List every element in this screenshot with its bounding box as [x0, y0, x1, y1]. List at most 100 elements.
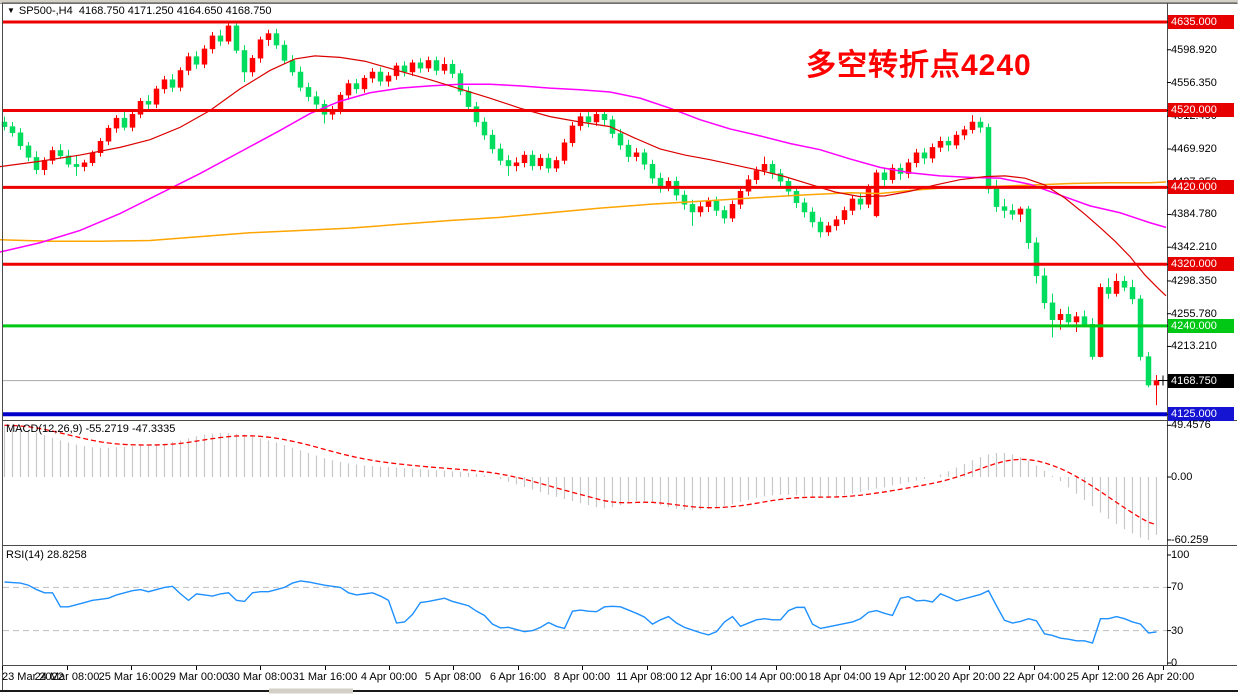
rsi-tick-label: 30	[1171, 624, 1184, 637]
bear-candle	[457, 73, 464, 92]
level-price-badge: 4240.000	[1168, 318, 1234, 333]
chevron-down-icon[interactable]: ▼	[7, 6, 15, 15]
bull-candle	[849, 198, 856, 211]
mid-ma	[0, 83, 1167, 253]
bull-candle	[1073, 316, 1080, 323]
slow-ma	[0, 181, 1167, 242]
bull-candle	[889, 167, 896, 180]
bull-candle	[561, 142, 568, 161]
bear-candle	[57, 150, 64, 157]
price-tick-label: 4556.350	[1171, 76, 1217, 89]
bear-candle	[1129, 287, 1136, 300]
bull-candle	[369, 71, 376, 79]
price-tick-label: 4469.920	[1171, 142, 1217, 155]
bull-candle	[105, 127, 112, 142]
bull-candle	[153, 88, 160, 105]
level-price-badge: 4420.000	[1168, 180, 1234, 195]
time-tick-label: 6 Apr 16:00	[489, 671, 547, 683]
macd-signal-line	[4, 424, 1157, 526]
bear-candle	[1121, 280, 1128, 288]
chart-title: ▼ SP500-,H4 4168.750 4171.250 4164.650 41…	[7, 5, 272, 17]
bear-candle	[545, 157, 552, 169]
bear-candle	[505, 160, 512, 167]
bull-candle	[225, 25, 232, 42]
time-tick-label: 4 Apr 00:00	[360, 671, 418, 683]
bear-candle	[121, 117, 128, 128]
bull-candle	[337, 94, 344, 111]
bull-candle	[513, 162, 520, 167]
time-tick-label: 31 Mar 16:00	[292, 671, 358, 683]
bull-candle	[593, 114, 600, 123]
bear-candle	[1065, 314, 1072, 323]
bull-candle	[937, 140, 944, 148]
bear-candle	[401, 65, 408, 73]
time-tick-label: 25 Mar 16:00	[98, 671, 164, 683]
bear-candle	[241, 50, 248, 73]
price-tick-label: 4298.350	[1171, 274, 1217, 287]
level-price-badge: 4520.000	[1168, 103, 1234, 118]
time-tick-label: 14 Apr 00:00	[744, 671, 808, 683]
bear-candle	[681, 194, 688, 205]
price-tick-label: 4384.780	[1171, 208, 1217, 221]
bear-candle	[9, 126, 16, 134]
bull-candle	[89, 152, 96, 164]
rsi-indicator-label: RSI(14) 28.8258	[6, 549, 87, 561]
bull-candle	[257, 39, 264, 59]
bull-candle	[873, 172, 880, 217]
bear-candle	[921, 152, 928, 159]
quote-ohlc-label: 4168.750 4171.250 4164.650 4168.750	[78, 5, 272, 17]
bear-candle	[801, 202, 808, 213]
bull-candle	[177, 70, 184, 88]
bull-candle	[129, 114, 136, 128]
bull-candle	[833, 219, 840, 227]
rsi-line	[4, 580, 1157, 644]
bear-candle	[297, 71, 304, 88]
bear-candle	[777, 173, 784, 182]
bull-candle	[825, 225, 832, 233]
bear-candle	[273, 33, 280, 46]
bear-candle	[1081, 316, 1088, 325]
bear-candle	[769, 164, 776, 174]
bear-candle	[33, 157, 40, 170]
bear-candle	[641, 152, 648, 165]
time-tick-label: 29 Mar 00:00	[163, 671, 229, 683]
bull-candle	[1017, 208, 1024, 215]
bear-candle	[465, 90, 472, 107]
bear-candle	[481, 121, 488, 136]
bull-candle	[265, 33, 272, 40]
bull-candle	[1153, 380, 1160, 386]
bull-candle	[249, 57, 256, 73]
bear-candle	[617, 133, 624, 146]
level-price-badge: 4320.000	[1168, 257, 1234, 272]
bear-candle	[289, 60, 296, 73]
horizontal-scrollbar-thumb[interactable]	[269, 688, 353, 694]
bear-candle	[1025, 208, 1032, 244]
macd-tick-label: -60.259	[1171, 533, 1209, 546]
bear-candle	[1049, 302, 1056, 320]
bull-candle	[569, 125, 576, 144]
price-tick-label: 4213.210	[1171, 340, 1217, 353]
bear-candle	[1089, 324, 1096, 357]
time-tick-label: 11 Apr 08:00	[616, 671, 678, 683]
time-tick-label: 25 Apr 12:00	[1066, 671, 1130, 683]
bear-candle	[1105, 287, 1112, 294]
bear-candle	[713, 200, 720, 211]
macd-tick-label: 0.00	[1171, 471, 1193, 483]
level-price-badge: 4635.000	[1168, 15, 1234, 29]
bear-candle	[169, 79, 176, 88]
bull-candle	[753, 170, 760, 180]
bear-candle	[809, 211, 816, 223]
bull-candle	[97, 140, 104, 154]
bear-candle	[721, 210, 728, 219]
time-tick-label: 26 Apr 20:00	[1131, 671, 1195, 683]
time-tick-label: 12 Apr 16:00	[679, 671, 743, 683]
current-price-badge: 4168.750	[1168, 373, 1234, 388]
symbol-period-label: SP500-,H4	[18, 5, 73, 17]
bear-candle	[473, 106, 480, 123]
bear-candle	[1137, 298, 1144, 357]
bull-candle	[553, 160, 560, 169]
bull-candle	[761, 164, 768, 171]
time-tick-label: 24 Mar 08:00	[34, 671, 100, 683]
